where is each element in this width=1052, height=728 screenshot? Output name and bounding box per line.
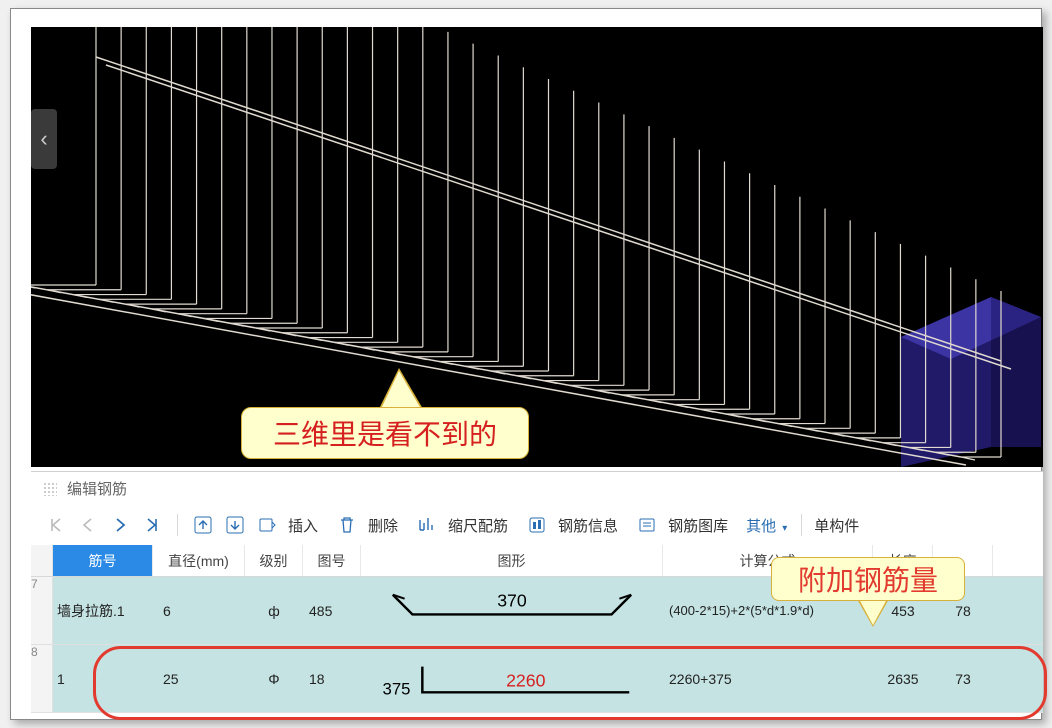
nav-first-icon <box>48 517 64 533</box>
callout-2-text: 附加钢筋量 <box>798 559 938 599</box>
insert-label: 插入 <box>288 515 318 536</box>
delete-button[interactable] <box>334 511 360 539</box>
scale-icon <box>418 516 436 534</box>
nav-last-button[interactable] <box>139 511 165 539</box>
nav-prev-button[interactable] <box>75 511 101 539</box>
cell-diameter[interactable]: 6 <box>153 577 245 644</box>
col-shape[interactable]: 图形 <box>361 545 663 576</box>
row-index: 7 <box>31 577 53 644</box>
cell-shape-no[interactable]: 485 <box>303 577 361 644</box>
move-up-button[interactable] <box>190 511 216 539</box>
library-icon <box>638 516 656 534</box>
scale-label: 缩尺配筋 <box>448 515 508 536</box>
rebar-shape-hook-icon: 370 <box>361 577 663 644</box>
insert-button[interactable] <box>254 511 280 539</box>
panel-title-text: 编辑钢筋 <box>67 478 127 499</box>
toolbar-separator-2 <box>801 514 802 536</box>
3d-viewport[interactable] <box>31 27 1043 467</box>
library-button[interactable] <box>634 511 660 539</box>
chevron-down-icon: ▾ <box>782 523 787 534</box>
info-button[interactable] <box>524 511 550 539</box>
single-component-button[interactable]: 单构件 <box>814 515 859 536</box>
cell-formula[interactable]: 2260+375 <box>663 645 873 712</box>
svg-text:375: 375 <box>383 679 411 698</box>
cell-qty[interactable]: 73 <box>933 645 993 712</box>
rebar-toolbar: 插入 删除 缩尺配筋 钢筋信息 钢筋图库 其他 ▾ 单构件 <box>31 505 1043 545</box>
other-menu[interactable]: 其他 ▾ <box>746 515 787 536</box>
shape-dim-label: 2260 <box>506 670 546 690</box>
table-row[interactable]: 8 1 25 Φ 18 375 2260 2260+375 2635 73 <box>31 645 1043 713</box>
scale-button[interactable] <box>414 511 440 539</box>
cell-shape[interactable]: 370 <box>361 577 663 644</box>
nav-first-button[interactable] <box>43 511 69 539</box>
other-label: 其他 <box>746 518 776 535</box>
arrow-up-box-icon <box>194 516 212 534</box>
nav-next-button[interactable] <box>107 511 133 539</box>
callout-additional-rebar: 附加钢筋量 <box>771 557 965 601</box>
row-index: 8 <box>31 645 53 712</box>
library-label: 钢筋图库 <box>668 515 728 536</box>
delete-label: 删除 <box>368 515 398 536</box>
nav-next-icon <box>113 517 127 533</box>
col-shape-no[interactable]: 图号 <box>303 545 361 576</box>
cell-level[interactable]: ф <box>245 577 303 644</box>
rebar-shape-L-icon: 375 2260 <box>361 645 663 712</box>
cell-name[interactable]: 墙身拉筋.1 <box>53 577 153 644</box>
viewport-nav-left[interactable]: ‹ <box>31 109 57 169</box>
rebar-3d-svg <box>31 27 1043 467</box>
row-index-header <box>31 545 53 576</box>
cell-length[interactable]: 2635 <box>873 645 933 712</box>
col-name[interactable]: 筋号 <box>53 545 153 576</box>
cell-shape[interactable]: 375 2260 <box>361 645 663 712</box>
toolbar-separator <box>177 514 178 536</box>
cell-level[interactable]: Φ <box>245 645 303 712</box>
trash-icon <box>339 516 355 534</box>
callout-2-tail <box>859 599 887 625</box>
callout-1-tail <box>381 371 421 409</box>
insert-icon <box>258 516 276 534</box>
move-down-button[interactable] <box>222 511 248 539</box>
cell-shape-no[interactable]: 18 <box>303 645 361 712</box>
cell-diameter[interactable]: 25 <box>153 645 245 712</box>
nav-last-icon <box>144 517 160 533</box>
cell-name[interactable]: 1 <box>53 645 153 712</box>
col-diameter[interactable]: 直径(mm) <box>153 545 245 576</box>
info-label: 钢筋信息 <box>558 515 618 536</box>
nav-prev-icon <box>81 517 95 533</box>
arrow-down-box-icon <box>226 516 244 534</box>
col-level[interactable]: 级别 <box>245 545 303 576</box>
callout-3d-hidden: 三维里是看不到的 <box>241 407 529 459</box>
app-frame: ‹ 三维里是看不到的 编辑钢筋 <box>10 8 1042 720</box>
drag-handle-icon[interactable] <box>43 482 57 496</box>
callout-1-text: 三维里是看不到的 <box>273 413 497 453</box>
panel-title-bar[interactable]: 编辑钢筋 <box>31 471 1043 505</box>
shape-dim-label: 370 <box>497 591 527 611</box>
info-icon <box>528 516 546 534</box>
chevron-left-icon: ‹ <box>40 126 47 152</box>
